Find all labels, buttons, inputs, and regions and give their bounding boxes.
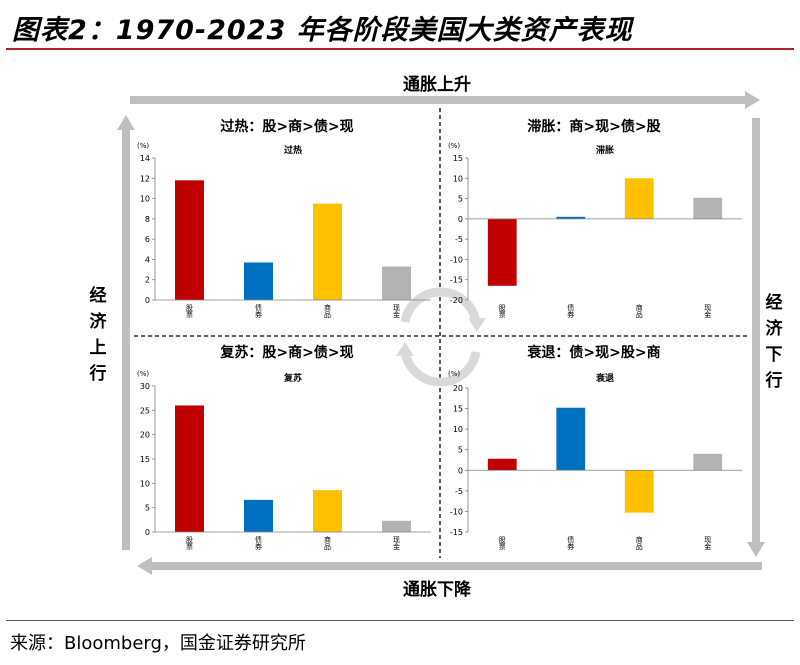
axis-label-right: 经济下行 bbox=[765, 293, 783, 391]
x-tick-label: 现金 bbox=[393, 304, 401, 318]
bar-recession-cash bbox=[693, 453, 723, 471]
x-tick-label: 现金 bbox=[393, 536, 401, 550]
y-tick-label: 0 bbox=[145, 528, 150, 537]
bar-recession-bond bbox=[556, 407, 586, 471]
y-tick-label: 5 bbox=[458, 446, 463, 455]
arrow-top-inflation-up bbox=[130, 91, 760, 109]
quadrant-heading-overheat: 过热：股>商>债>现 bbox=[220, 119, 354, 135]
y-tick-label: -10 bbox=[450, 507, 463, 516]
bar-overheat-stock bbox=[175, 180, 204, 300]
figure-title: 图表2：1970-2023 年各阶段美国大类资产表现 bbox=[12, 15, 633, 46]
unit-label: (%) bbox=[137, 142, 149, 150]
bar-recession-commodity bbox=[624, 470, 654, 513]
bar-recession-stock bbox=[487, 458, 517, 471]
unit-label: (%) bbox=[448, 142, 460, 150]
y-tick-label: 14 bbox=[140, 154, 150, 163]
arrow-bottom-inflation-down bbox=[137, 557, 762, 575]
y-tick-label: -5 bbox=[455, 235, 463, 244]
bar-overheat-cash bbox=[382, 266, 411, 300]
axis-label-bottom: 通胀下降 bbox=[403, 580, 471, 600]
x-tick-label: 债券 bbox=[567, 535, 575, 551]
source-note: 来源：Bloomberg，国金证券研究所 bbox=[10, 633, 306, 654]
x-tick-label: 现金 bbox=[704, 536, 712, 550]
x-tick-label: 股票 bbox=[186, 304, 194, 318]
x-tick-label: 债券 bbox=[255, 535, 263, 551]
unit-label: (%) bbox=[137, 370, 149, 378]
x-tick-label: 股票 bbox=[498, 304, 506, 318]
y-tick-label: -15 bbox=[450, 276, 463, 285]
title-rule bbox=[6, 48, 794, 50]
source-rule bbox=[6, 620, 794, 621]
y-tick-label: 15 bbox=[453, 154, 463, 163]
x-tick-label: 商品 bbox=[324, 303, 332, 318]
bar-chart-recovery: (%) 复苏 0 5 10 15 20 25 30 股票 债券 商品 现金 bbox=[137, 370, 431, 551]
y-tick-label: -15 bbox=[450, 528, 463, 537]
y-tick-label: 20 bbox=[453, 384, 463, 393]
arrow-right-economy-down bbox=[747, 118, 765, 557]
quadrant-heading-stagflation: 滞胀：商>现>债>股 bbox=[527, 119, 661, 135]
y-tick-label: 8 bbox=[145, 215, 150, 224]
y-tick-label: -5 bbox=[455, 487, 463, 496]
bar-stagflation-cash bbox=[693, 197, 723, 219]
arrow-left-economy-up bbox=[117, 115, 135, 550]
y-tick-label: 10 bbox=[453, 174, 463, 183]
y-tick-label: 12 bbox=[140, 174, 150, 183]
bar-overheat-bond bbox=[244, 262, 273, 300]
unit-label: (%) bbox=[448, 370, 460, 378]
x-tick-label: 商品 bbox=[324, 535, 332, 551]
x-tick-label: 股票 bbox=[186, 536, 194, 550]
y-tick-label: 0 bbox=[145, 296, 150, 305]
chart-title: 过热 bbox=[284, 144, 302, 156]
bar-recovery-commodity bbox=[313, 490, 342, 532]
axis-label-left: 经济上行 bbox=[89, 286, 107, 384]
cycle-arrows-icon bbox=[396, 287, 486, 387]
bar-chart-overheat: (%) 过热 0 2 4 6 8 10 12 14 股票 债券 商品 现金 bbox=[137, 142, 431, 318]
y-tick-label: 4 bbox=[145, 255, 150, 264]
quadrant-heading-recession: 衰退：债>现>股>商 bbox=[527, 345, 661, 361]
y-tick-label: 20 bbox=[140, 431, 150, 440]
x-tick-label: 现金 bbox=[704, 304, 712, 318]
x-tick-label: 债券 bbox=[567, 303, 575, 319]
bar-chart-recession: (%) 衰退 -15 -10 -5 0 5 10 15 20 股票 债券 商品 现金 bbox=[448, 370, 742, 551]
x-tick-label: 商品 bbox=[635, 535, 643, 551]
bar-stagflation-stock bbox=[487, 218, 517, 286]
y-tick-label: 0 bbox=[458, 215, 463, 224]
bar-stagflation-bond bbox=[556, 216, 586, 219]
axis-label-top: 通胀上升 bbox=[403, 75, 471, 95]
y-tick-label: -20 bbox=[450, 296, 463, 305]
x-tick-label: 商品 bbox=[635, 303, 643, 319]
bar-recovery-stock bbox=[175, 405, 204, 532]
y-tick-label: 10 bbox=[140, 195, 150, 204]
chart-title: 衰退 bbox=[595, 372, 614, 384]
y-tick-label: 5 bbox=[145, 504, 150, 513]
y-tick-label: 15 bbox=[453, 405, 463, 414]
chart-title: 滞胀 bbox=[596, 144, 614, 156]
y-tick-label: 25 bbox=[140, 406, 150, 415]
bar-stagflation-commodity bbox=[624, 178, 654, 219]
bar-overheat-commodity bbox=[313, 203, 342, 300]
y-tick-label: 2 bbox=[145, 276, 150, 285]
y-tick-label: 10 bbox=[140, 479, 150, 488]
y-tick-label: 30 bbox=[140, 382, 150, 391]
bar-chart-stagflation: (%) 滞胀 -20 -15 -10 -5 0 5 10 15 股票 债券 商品 现金 bbox=[448, 142, 742, 319]
y-tick-label: 6 bbox=[145, 235, 150, 244]
chart-title: 复苏 bbox=[283, 372, 302, 384]
y-tick-label: 0 bbox=[458, 466, 463, 475]
y-tick-label: 15 bbox=[140, 455, 150, 464]
x-tick-label: 债券 bbox=[255, 303, 263, 318]
bar-recovery-cash bbox=[382, 520, 411, 532]
x-tick-label: 股票 bbox=[498, 536, 506, 550]
quadrant-heading-recovery: 复苏：股>商>债>现 bbox=[220, 345, 354, 361]
bar-recovery-bond bbox=[244, 499, 273, 532]
y-tick-label: 5 bbox=[458, 195, 463, 204]
y-tick-label: -10 bbox=[450, 255, 463, 264]
y-tick-label: 10 bbox=[453, 425, 463, 434]
